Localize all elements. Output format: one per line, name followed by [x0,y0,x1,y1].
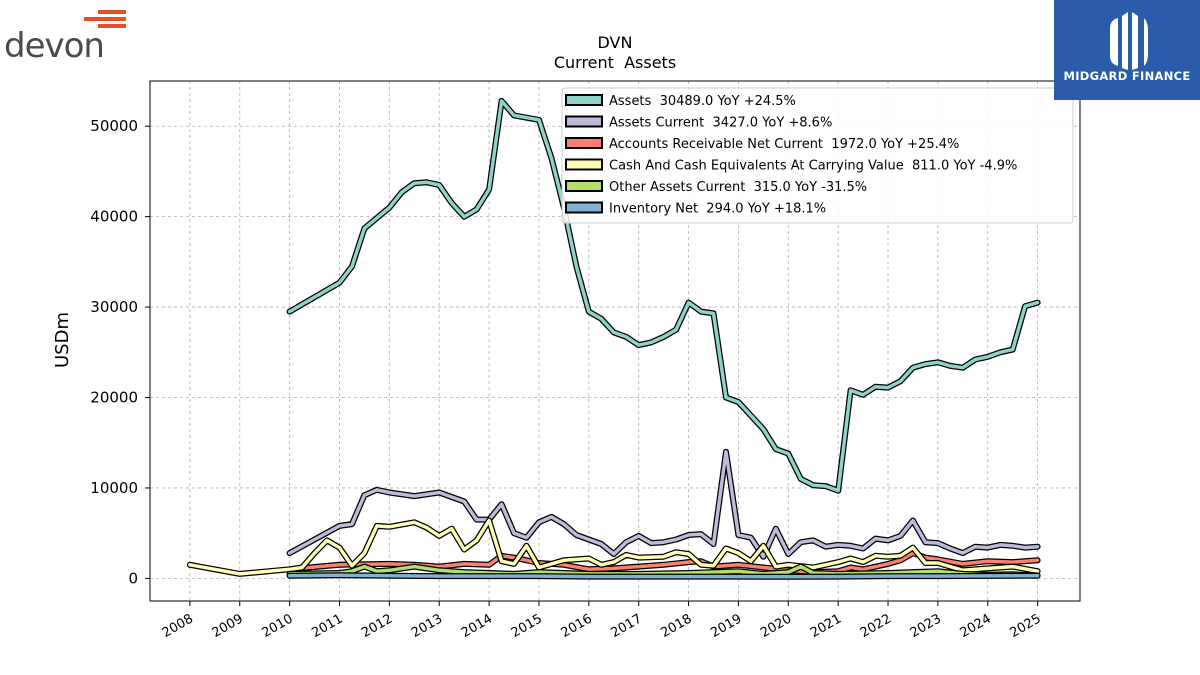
series-line [287,99,1040,493]
series-line [287,450,1040,559]
x-tick-label: 2014 [459,611,495,641]
chart-subtitle: Current Assets [554,53,676,72]
y-tick-label: 10000 [90,479,138,497]
series-line [287,573,1040,579]
y-tick-label: 30000 [90,298,138,316]
x-tick-label: 2022 [858,611,894,641]
legend-swatch [565,137,603,149]
x-tick-label: 2010 [259,611,295,641]
midgard-logo-text: MIDGARD FINANCE [1063,69,1191,83]
midgard-emblem-icon [1110,12,1148,70]
legend-swatch [565,115,603,128]
legend-swatch [565,180,603,192]
devon-logo-text: devon [4,26,105,66]
legend-entry: Assets 30489.0 YoY +24.5% [609,94,796,109]
y-tick-label: 0 [128,569,138,587]
x-tick-label: 2008 [160,611,196,641]
legend-box [561,87,1074,224]
x-tick-label: 2021 [808,611,844,641]
x-tick-label: 2017 [609,611,645,641]
y-tick-label: 20000 [90,389,138,407]
series-inventory-net [286,572,1041,580]
x-tick-label: 2015 [509,611,545,641]
legend-swatch [565,201,603,214]
devon-logo: devon [4,4,134,66]
x-tick-label: 2018 [658,611,694,641]
series-other-assets-current [286,563,1041,579]
legend-swatch [565,94,603,106]
x-tick-label: 2009 [210,611,246,641]
x-tick-label: 2025 [1007,611,1043,641]
legend-entry: Accounts Receivable Net Current 1972.0 Y… [609,137,959,152]
series-assets [286,97,1041,494]
x-tick-label: 2019 [708,611,744,641]
x-tick-label: 2016 [559,611,595,641]
series-layer [186,97,1041,580]
x-tick-label: 2023 [908,611,944,641]
y-axis-label: USDm [52,312,73,368]
y-tick-label: 40000 [90,208,138,226]
x-axis-ticks: 2008 2009 2010 2011 2012 2013 2014 2015 2016 2017… [160,601,1044,641]
chart-title: DVN [598,33,633,52]
plot-frame [149,80,1081,602]
x-tick-label: 2012 [359,611,395,641]
midgard-finance-logo: MIDGARD FINANCE [1054,0,1200,100]
x-tick-label: 2011 [309,611,345,641]
legend-entry: Other Assets Current 315.0 YoY -31.5% [609,180,867,195]
x-tick-label: 2024 [958,611,994,641]
series-assets-current [286,448,1041,560]
series-line [188,518,1040,576]
series-cash-and-cash-equivalents-at-carrying-value [186,517,1041,577]
gridlines [150,81,1080,601]
x-tick-label: 2013 [409,611,445,641]
legend-entry: Inventory Net 294.0 YoY +18.1% [609,202,826,217]
legend: Assets 30489.0 YoY +24.5% Assets Current … [561,87,1074,224]
y-tick-label: 50000 [90,117,138,135]
legend-entry: Assets Current 3427.0 YoY +8.6% [609,116,832,131]
series-line [287,564,1040,578]
x-tick-label: 2020 [758,611,794,641]
legend-swatch [565,158,603,171]
y-axis-ticks: 0 10000 20000 30000 40000 50000 [90,117,150,587]
legend-entry: Cash And Cash Equivalents At Carrying Va… [609,159,1017,174]
